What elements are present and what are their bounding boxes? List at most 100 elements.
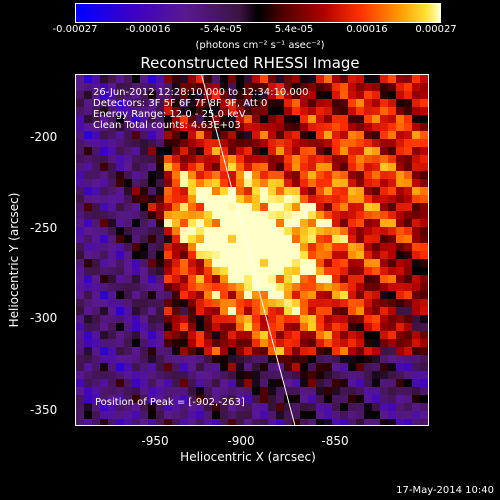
heatmap-cell (372, 371, 380, 379)
heatmap-cell (308, 139, 316, 147)
heatmap-cell (124, 347, 132, 355)
heatmap-cell (124, 363, 132, 371)
heatmap-cell (196, 187, 204, 195)
heatmap-cell (156, 123, 164, 131)
heatmap-cell (348, 171, 356, 179)
heatmap-cell (356, 395, 364, 403)
heatmap-cell (116, 187, 124, 195)
heatmap-cell (260, 379, 268, 387)
heatmap-cell (164, 419, 172, 425)
heatmap-cell (164, 307, 172, 315)
heatmap-cell (260, 267, 268, 275)
heatmap-cell (116, 403, 124, 411)
heatmap-cell (84, 99, 92, 107)
heatmap-cell (252, 299, 260, 307)
heatmap-cell (188, 203, 196, 211)
heatmap-cell (324, 243, 332, 251)
heatmap-cell (108, 363, 116, 371)
heatmap-cell (76, 347, 84, 355)
heatmap-cell (364, 363, 372, 371)
heatmap-cell (364, 355, 372, 363)
heatmap-cell (316, 123, 324, 131)
heatmap-cell (164, 147, 172, 155)
heatmap-cell (380, 107, 388, 115)
heatmap-cell (244, 395, 252, 403)
heatmap-cell (132, 363, 140, 371)
y-tick-label: -200 (30, 130, 58, 144)
heatmap-cell (156, 363, 164, 371)
heatmap-cell (140, 379, 148, 387)
heatmap-cell (332, 315, 340, 323)
heatmap-cell (332, 379, 340, 387)
heatmap-cell (196, 347, 204, 355)
heatmap-cell (116, 155, 124, 163)
heatmap-cell (84, 283, 92, 291)
heatmap-cell (156, 379, 164, 387)
heatmap-cell (292, 339, 300, 347)
heatmap-cell (268, 227, 276, 235)
heatmap-cell (276, 323, 284, 331)
heatmap-cell (340, 163, 348, 171)
heatmap-cell (412, 267, 420, 275)
heatmap-cell (420, 75, 428, 83)
heatmap-cell (116, 99, 124, 107)
heatmap-cell (252, 283, 260, 291)
heatmap-cell (300, 411, 308, 419)
heatmap-cell (356, 83, 364, 91)
heatmap-cell (140, 107, 148, 115)
heatmap-cell (316, 219, 324, 227)
heatmap-cell (196, 403, 204, 411)
heatmap-cell (124, 403, 132, 411)
heatmap-cell (172, 227, 180, 235)
heatmap-cell (380, 171, 388, 179)
heatmap-cell (188, 155, 196, 163)
heatmap-cell (380, 363, 388, 371)
heatmap-cell (308, 387, 316, 395)
heatmap-cell (132, 315, 140, 323)
heatmap-cell (300, 355, 308, 363)
heatmap-cell (284, 243, 292, 251)
heatmap-cell (212, 147, 220, 155)
heatmap-cell (404, 211, 412, 219)
heatmap-cell (292, 179, 300, 187)
heatmap-cell (300, 283, 308, 291)
heatmap-cell (324, 203, 332, 211)
heatmap-cell (220, 315, 228, 323)
heatmap-cell (348, 411, 356, 419)
heatmap-cell (172, 331, 180, 339)
heatmap-cell (140, 267, 148, 275)
heatmap-cell (276, 411, 284, 419)
heatmap-cell (404, 331, 412, 339)
heatmap-cell (124, 267, 132, 275)
heatmap-cell (108, 371, 116, 379)
heatmap-cell (180, 379, 188, 387)
heatmap-cell (308, 91, 316, 99)
heatmap-cell (276, 203, 284, 211)
heatmap-cell (276, 147, 284, 155)
heatmap-cell (148, 155, 156, 163)
heatmap-cell (308, 291, 316, 299)
heatmap-cell (372, 307, 380, 315)
colorbar (75, 3, 441, 23)
heatmap-cell (172, 107, 180, 115)
heatmap-cell (220, 75, 228, 83)
heatmap-cell (284, 123, 292, 131)
heatmap-cell (76, 403, 84, 411)
heatmap-cell (404, 235, 412, 243)
heatmap-cell (196, 339, 204, 347)
heatmap-cell (212, 131, 220, 139)
heatmap-cell (396, 371, 404, 379)
heatmap-cell (188, 251, 196, 259)
heatmap-cell (84, 179, 92, 187)
heatmap-cell (132, 187, 140, 195)
heatmap-cell (268, 403, 276, 411)
heatmap-cell (340, 299, 348, 307)
heatmap-cell (372, 259, 380, 267)
heatmap-cell (108, 179, 116, 187)
heatmap-cell (372, 395, 380, 403)
heatmap-cell (212, 211, 220, 219)
heatmap-cell (212, 107, 220, 115)
heatmap-cell (420, 387, 428, 395)
heatmap-cell (124, 91, 132, 99)
heatmap-cell (268, 203, 276, 211)
